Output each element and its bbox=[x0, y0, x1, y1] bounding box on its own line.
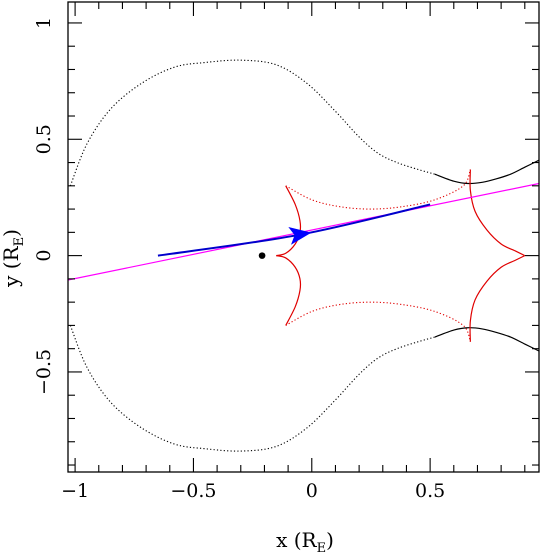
caustic-left-lower-line bbox=[276, 255, 302, 326]
x-tick-label: 0.5 bbox=[415, 480, 445, 502]
y-tick-label: 0.5 bbox=[33, 124, 55, 154]
x-tick-label: −0.5 bbox=[170, 480, 216, 502]
caustic-right-lower-line bbox=[469, 255, 526, 342]
x-tick-labels: −1 −0.5 0 0.5 bbox=[61, 480, 445, 502]
caustic-right-upper-line bbox=[469, 169, 526, 257]
y-tick-label: 1 bbox=[33, 17, 55, 29]
x-axis-label: x (RE) bbox=[276, 528, 334, 555]
y-tick-label: −0.5 bbox=[33, 349, 55, 395]
critical-curve-outer-line bbox=[69, 59, 436, 187]
y-axis-label: y (RE) bbox=[0, 229, 27, 288]
critical-curve-outer-lower-line bbox=[69, 325, 436, 452]
y-tick-label: 0 bbox=[33, 250, 55, 262]
caustic-bottom-line bbox=[285, 301, 471, 342]
lens-motion-arrow bbox=[288, 226, 312, 245]
critical-curve-right-lower-line bbox=[434, 327, 539, 352]
lens-star-point bbox=[258, 252, 266, 259]
curves-layer bbox=[68, 59, 539, 452]
y-tick-labels: −0.5 0 0.5 1 bbox=[33, 17, 55, 395]
plot-frame bbox=[67, 1, 540, 473]
ticks-layer bbox=[68, 2, 539, 472]
critical-curve-right-line bbox=[434, 159, 539, 185]
x-tick-label: 0 bbox=[306, 480, 318, 502]
x-tick-label: −1 bbox=[61, 480, 89, 502]
caustic-left-upper-line bbox=[276, 185, 302, 257]
caustic-top-line bbox=[285, 169, 471, 210]
